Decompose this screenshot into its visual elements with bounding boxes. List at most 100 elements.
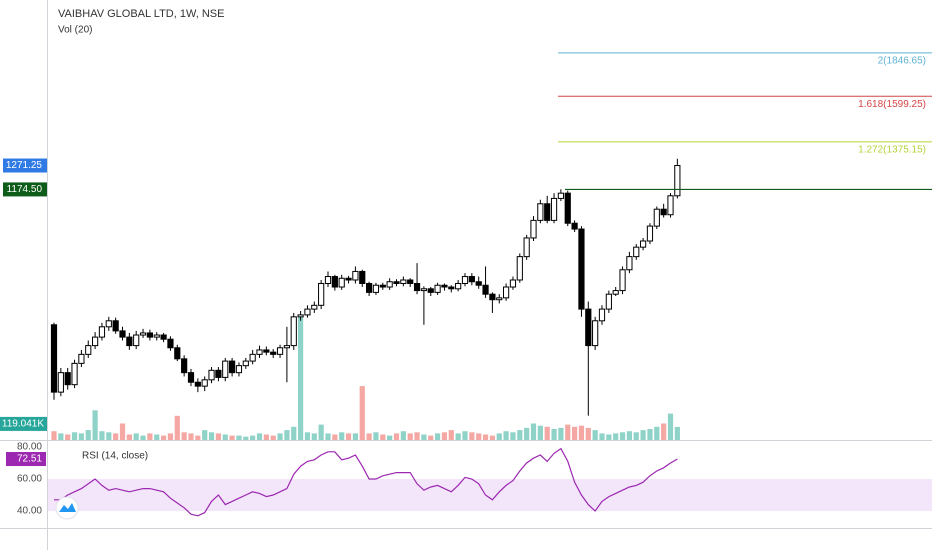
volume-bar [263,434,269,440]
candle-body [441,284,448,288]
candle-body [461,276,469,284]
rsi-label-box [6,452,46,467]
candle-body [222,360,229,378]
candle-body [174,347,181,360]
candle-body [318,282,325,306]
candle-body [386,281,393,288]
candle-body [235,365,243,374]
rsi-band [48,479,932,512]
volume-bar [332,434,338,440]
candle-body [85,345,92,355]
candle-body [133,334,140,347]
volume-bar [414,432,420,440]
volume-bar [599,433,605,440]
candle-body [667,195,674,216]
candle-body [557,192,564,199]
volume-bar [476,433,482,440]
volume-bar [544,426,550,440]
candle-body [194,381,201,387]
candle-body [153,334,160,338]
candle-body [297,314,304,318]
volume-bar [339,432,345,440]
candle-body [475,281,482,286]
fib-level-label: 2(1846.65) [878,55,926,66]
candle-body [311,304,318,310]
volume-bar [661,423,667,440]
candle-body [92,336,99,347]
volume-bar [167,433,174,440]
volume-bar [551,429,557,440]
volume-bar [606,434,612,440]
candle-body [489,293,496,301]
volume-bar [250,435,256,440]
candle-body [619,269,626,292]
rsi-title: RSI (14, close) [82,451,148,462]
candle-body [167,338,174,349]
candle-body [263,349,270,353]
volume-bar [585,427,591,440]
rsi-label: 72.51 [17,454,42,465]
candle-body [393,281,400,284]
logo [55,496,79,520]
candle-body [503,286,510,299]
volume-bar [92,410,98,440]
volume-bar [667,413,674,440]
volume-bar [147,433,153,440]
candle-body [413,282,421,292]
volume-bar [503,431,509,440]
candle-body [290,316,297,347]
volume-bar [345,433,352,440]
volume-bar [530,423,537,440]
candle-body [242,360,249,367]
candle-body [448,286,455,290]
last-price-box [3,158,47,173]
volume-bar [537,425,543,440]
volume-bar [325,433,331,440]
volume-bar [78,433,84,440]
volume-label: 119.041K [2,419,44,430]
candle-body [57,372,64,393]
candle-body [139,332,147,336]
chart-title: VAIBHAV GLOBAL LTD, 1W, NSE [58,8,224,20]
volume-bar [181,432,187,440]
candle-body [578,228,585,310]
volume-bar [304,432,311,440]
volume-bar [236,435,242,440]
volume-bar [613,433,619,440]
candle-body [160,334,167,340]
volume-bar [154,434,160,440]
candle-body [434,284,441,293]
marks-layer [50,52,932,517]
candle-body [146,332,154,338]
candle-body [640,240,647,248]
volume-bar [517,430,523,440]
candle-body [64,372,71,386]
candle-body [181,358,188,374]
candle-body [550,197,558,221]
volume-bar [195,435,201,440]
volume-bar [208,432,215,440]
candle-body [71,362,78,386]
volume-bar [318,424,324,440]
volume-bar [435,433,441,440]
logo-mark [59,503,76,512]
candle-body [324,276,332,284]
volume-bar [578,425,585,440]
volume-bar [558,427,564,440]
volume-bar [133,433,139,440]
volume-bar [373,432,379,440]
candle-body [585,308,592,347]
volume-bar [188,433,194,440]
candle-body [646,225,654,242]
volume-bar [243,436,249,440]
volume-bar [510,432,516,440]
candle-body [612,290,619,295]
volume-bar [441,432,448,440]
candle-body [304,308,311,316]
candle-body [674,165,681,197]
volume-bar [99,431,105,440]
candle-body [516,256,523,281]
candle-body [544,203,551,221]
volume-bar [448,430,454,440]
